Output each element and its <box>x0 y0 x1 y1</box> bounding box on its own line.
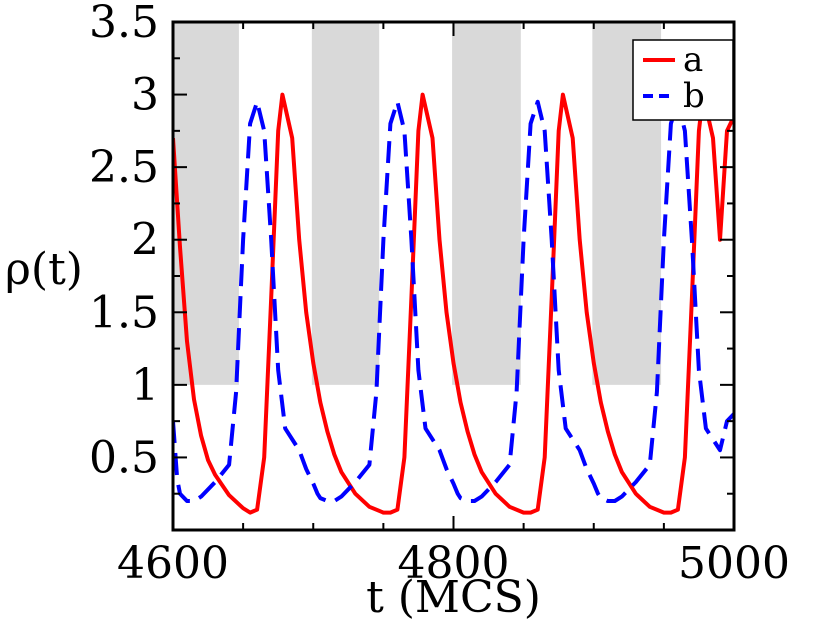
legend: ab <box>632 39 734 121</box>
legend-box <box>632 39 734 121</box>
y-axis-label: ρ(t) <box>5 244 83 295</box>
y-tick-label: 0.5 <box>89 432 159 483</box>
legend-label-a: a <box>683 40 703 80</box>
series-line-a <box>173 92 734 515</box>
x-tick-label: 5000 <box>678 538 790 589</box>
x-axis-label: t (MCS) <box>366 572 541 623</box>
y-tick-label: 3.5 <box>89 0 159 48</box>
x-tick-label: 4800 <box>398 538 510 589</box>
y-tick-label: 1.5 <box>89 287 159 338</box>
y-tick-label: 1 <box>131 360 159 411</box>
y-tick-label: 3 <box>131 70 159 121</box>
shaded-region-1 <box>173 22 239 385</box>
y-tick-label: 2 <box>131 215 159 266</box>
x-tick-label: 4600 <box>117 538 229 589</box>
series-layer <box>173 92 734 515</box>
legend-label-b: b <box>683 76 705 116</box>
shaded-region-2 <box>311 22 380 385</box>
shaded-region-3 <box>452 22 521 385</box>
series-line-b <box>173 99 734 503</box>
y-tick-label: 2.5 <box>89 142 159 193</box>
tick-labels: 0.5 1 1.5 2 2.5 3 3.5 4600 4800 5000 <box>89 0 790 589</box>
